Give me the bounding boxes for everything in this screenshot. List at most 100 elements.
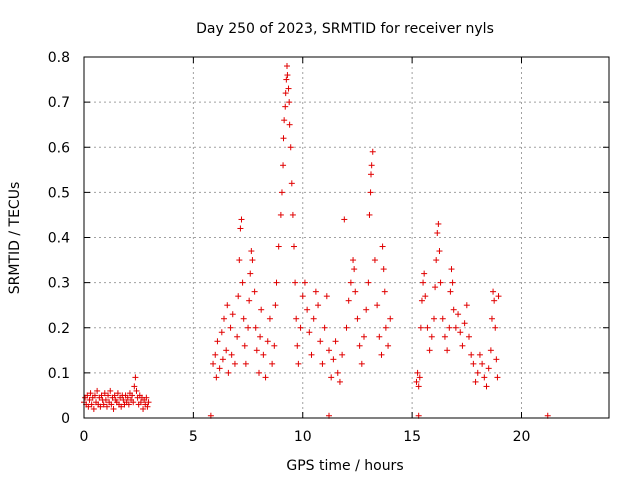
data-point (368, 162, 375, 169)
data-point (466, 333, 472, 340)
data-point (446, 324, 453, 331)
data-point (481, 374, 488, 381)
chart-title: Day 250 of 2023, SRMTID for receiver nyl… (196, 21, 494, 37)
data-point (278, 189, 285, 196)
data-point (280, 162, 287, 169)
data-point (262, 374, 269, 381)
data-point (98, 392, 105, 399)
data-point (110, 405, 117, 412)
data-point (258, 306, 265, 313)
data-point (494, 374, 501, 381)
y-tick-label: 0.6 (48, 140, 70, 156)
data-point (91, 392, 98, 399)
data-point (297, 324, 304, 331)
data-point (493, 356, 500, 363)
data-point (218, 329, 225, 336)
data-point (424, 324, 431, 331)
data-point (437, 279, 444, 286)
data-point (413, 378, 420, 385)
data-point (332, 338, 339, 345)
data-point (275, 243, 282, 250)
data-point (435, 220, 442, 227)
data-point (216, 365, 223, 372)
data-point (491, 297, 498, 304)
data-point (488, 315, 495, 322)
data-point (328, 374, 335, 381)
data-point (132, 374, 139, 381)
data-point (264, 338, 271, 345)
data-point (476, 351, 483, 358)
data-point (432, 284, 439, 291)
data-point (124, 394, 131, 401)
data-point (227, 324, 234, 331)
data-point (433, 257, 440, 264)
data-point (269, 360, 276, 367)
data-point (301, 279, 308, 286)
data-point (283, 76, 290, 83)
data-point (352, 288, 359, 295)
data-point (272, 302, 279, 309)
data-point (470, 360, 477, 367)
data-point (125, 401, 132, 408)
data-point (343, 324, 350, 331)
data-point (286, 121, 293, 128)
data-point (229, 311, 236, 318)
data-point (361, 333, 367, 340)
data-point (418, 297, 425, 304)
data-point (444, 347, 451, 354)
data-point (111, 392, 118, 399)
data-point (459, 342, 466, 349)
data-point (479, 360, 486, 367)
data-point (363, 306, 370, 313)
data-point (131, 383, 138, 390)
data-point (88, 401, 95, 408)
data-point (434, 229, 441, 236)
data-point (431, 315, 437, 322)
data-point (228, 351, 235, 358)
data-point (277, 211, 284, 218)
data-point (87, 390, 94, 397)
data-point (234, 333, 241, 340)
data-point (441, 333, 448, 340)
data-point (101, 390, 108, 397)
data-point (351, 266, 358, 273)
data-point (414, 369, 421, 376)
data-point (287, 144, 294, 151)
data-point (237, 225, 244, 232)
data-point (334, 369, 341, 376)
data-point (326, 347, 332, 354)
data-point (86, 396, 93, 403)
data-point (103, 403, 110, 410)
data-point (492, 324, 499, 331)
y-axis-title: SRMTID / TECUs (7, 182, 23, 295)
data-point (133, 387, 140, 394)
data-point (249, 257, 256, 264)
data-point (288, 180, 295, 187)
y-tick-label: 0.1 (48, 366, 70, 382)
y-tick-label: 0 (61, 411, 70, 427)
data-point (291, 243, 297, 250)
data-point (457, 329, 464, 336)
data-point (365, 279, 372, 286)
y-tick-label: 0.5 (48, 185, 70, 201)
data-point (376, 333, 383, 340)
data-point (447, 288, 454, 295)
data-point (321, 324, 328, 331)
data-point (242, 360, 249, 367)
y-tick-labels: 0 0.1 0.2 0.3 0.4 0.5 0.6 0.7 0.8 (48, 50, 70, 427)
data-point (114, 390, 121, 397)
data-point (286, 99, 293, 106)
data-point (315, 302, 322, 309)
data-point (472, 378, 479, 385)
data-point (293, 315, 300, 322)
data-point (450, 306, 457, 313)
data-point (90, 405, 97, 412)
data-point (345, 297, 352, 304)
data-point (94, 387, 101, 394)
data-point (495, 293, 502, 300)
data-point (239, 279, 246, 286)
x-axis-title: GPS time / hours (286, 458, 403, 474)
data-point (84, 392, 91, 399)
y-tick-label: 0.3 (48, 276, 70, 292)
data-point (260, 351, 267, 358)
